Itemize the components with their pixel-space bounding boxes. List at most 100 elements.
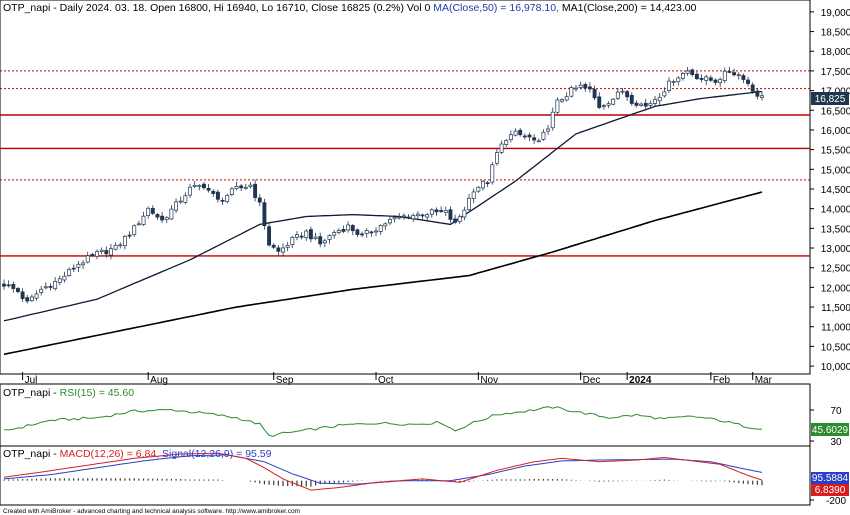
candle-body — [662, 91, 667, 97]
candle-body — [313, 236, 318, 239]
date-tick-label: Sep — [276, 375, 294, 386]
date-tick-label: Mar — [755, 375, 773, 386]
candle-body — [160, 215, 165, 221]
candle-body — [648, 102, 653, 106]
candle-body — [341, 228, 346, 232]
candle-body — [11, 284, 16, 289]
signal-value-tag: 95.5884 — [811, 472, 849, 484]
candle-body — [109, 248, 113, 256]
candle-body — [620, 90, 625, 93]
candle-body — [499, 143, 504, 153]
candle-body — [174, 201, 179, 211]
candle-body — [239, 185, 244, 189]
candle-body — [122, 236, 127, 247]
candle-body — [178, 200, 183, 203]
candle-body — [448, 209, 453, 220]
candle-body — [155, 214, 160, 218]
candle-body — [425, 214, 430, 218]
candle-body — [434, 209, 439, 213]
candle-body — [281, 247, 285, 253]
candle-body — [253, 183, 258, 198]
date-tick-label: Oct — [378, 375, 394, 386]
candle-body — [536, 140, 541, 143]
candle-body — [378, 225, 383, 232]
price-y-tick-label: 11,000 — [821, 323, 850, 334]
candle-body — [555, 99, 560, 113]
candle-body — [508, 134, 513, 141]
candle-body — [518, 129, 523, 136]
price-y-tick-label: 18,000 — [821, 47, 850, 58]
candle-body — [718, 79, 723, 83]
candle-body — [397, 216, 402, 219]
price-y-tick-label: 11,500 — [821, 303, 850, 314]
candle-body — [81, 262, 86, 266]
candle-body — [76, 263, 81, 268]
price-y-tick-label: 18,500 — [821, 28, 850, 39]
candle-body — [439, 210, 444, 212]
candle-body — [490, 164, 495, 183]
candle-body — [2, 283, 6, 287]
candle-body — [318, 236, 323, 245]
candle-body — [118, 244, 123, 247]
rsi-panel[interactable]: 70 30 OTP_napi - RSI(15) = 45.60 45.6029 — [0, 383, 849, 448]
price-y-axis: 10,000 10,500 11,000 11,500 12,000 12,500 13,0… — [810, 8, 850, 373]
candle-body — [597, 96, 602, 108]
candle-body — [188, 186, 192, 196]
price-y-tick-label: 15,000 — [821, 165, 850, 176]
candle-body — [760, 95, 764, 98]
price-y-tick-label: 14,500 — [821, 185, 850, 196]
candle-body — [722, 70, 727, 81]
candle-body — [462, 209, 467, 218]
candle-body — [132, 225, 137, 235]
candle-body — [127, 234, 132, 237]
candle-body — [578, 84, 583, 88]
svg-text:95.5884: 95.5884 — [812, 473, 849, 484]
date-tick-label: Jul — [25, 375, 38, 386]
candle-body — [429, 209, 434, 215]
candle-body — [676, 77, 681, 83]
candle-body — [634, 102, 639, 106]
price-y-tick-label: 15,500 — [821, 146, 850, 157]
candle-body — [615, 91, 620, 99]
candle-body — [192, 185, 197, 187]
price-y-tick-label: 13,500 — [821, 224, 850, 235]
candle-body — [643, 102, 648, 107]
candle-body — [285, 245, 290, 248]
candle-body — [457, 216, 462, 223]
rsi-panel-title: OTP_napi - RSI(15) = 45.60 — [3, 387, 134, 399]
candle-body — [43, 286, 48, 289]
candle-body — [327, 235, 332, 240]
candle-body — [355, 229, 360, 235]
rsi-value-tag: 45.6029 — [811, 423, 849, 436]
macd-tick-label-minus200: -200 — [826, 496, 846, 507]
candle-body — [90, 254, 95, 256]
macd-panel[interactable]: -200 OTP_napi - MACD(12,26) = 6.84, Sign… — [0, 445, 849, 507]
candle-body — [415, 213, 420, 217]
candle-body — [504, 140, 509, 145]
price-panel[interactable]: 10,000 10,500 11,000 11,500 12,000 12,500 13,0… — [0, 0, 850, 386]
svg-text:6.8390: 6.8390 — [815, 485, 846, 496]
date-tick-label: Aug — [150, 375, 168, 386]
price-y-tick-label: 12,000 — [821, 283, 850, 294]
candle-body — [290, 237, 295, 245]
candle-body — [494, 152, 499, 164]
candle-body — [411, 215, 416, 220]
candle-body — [67, 269, 72, 276]
candle-body — [295, 234, 299, 238]
candle-body — [732, 72, 737, 76]
macd-histogram — [3, 478, 763, 487]
price-y-tick-label: 17,500 — [821, 67, 850, 78]
candle-body — [485, 182, 490, 185]
candle-body — [476, 186, 481, 192]
candle-body — [364, 230, 369, 234]
candle-body — [350, 225, 355, 232]
candle-body — [657, 96, 662, 102]
macd-value-tag: 6.8390 — [811, 484, 849, 496]
candle-body — [527, 134, 532, 138]
candle-body — [667, 80, 671, 91]
candle-body — [704, 76, 709, 81]
candle-body — [606, 103, 611, 106]
ma50-path — [3, 90, 763, 322]
candle-body — [369, 231, 374, 234]
candle-body — [629, 94, 634, 104]
